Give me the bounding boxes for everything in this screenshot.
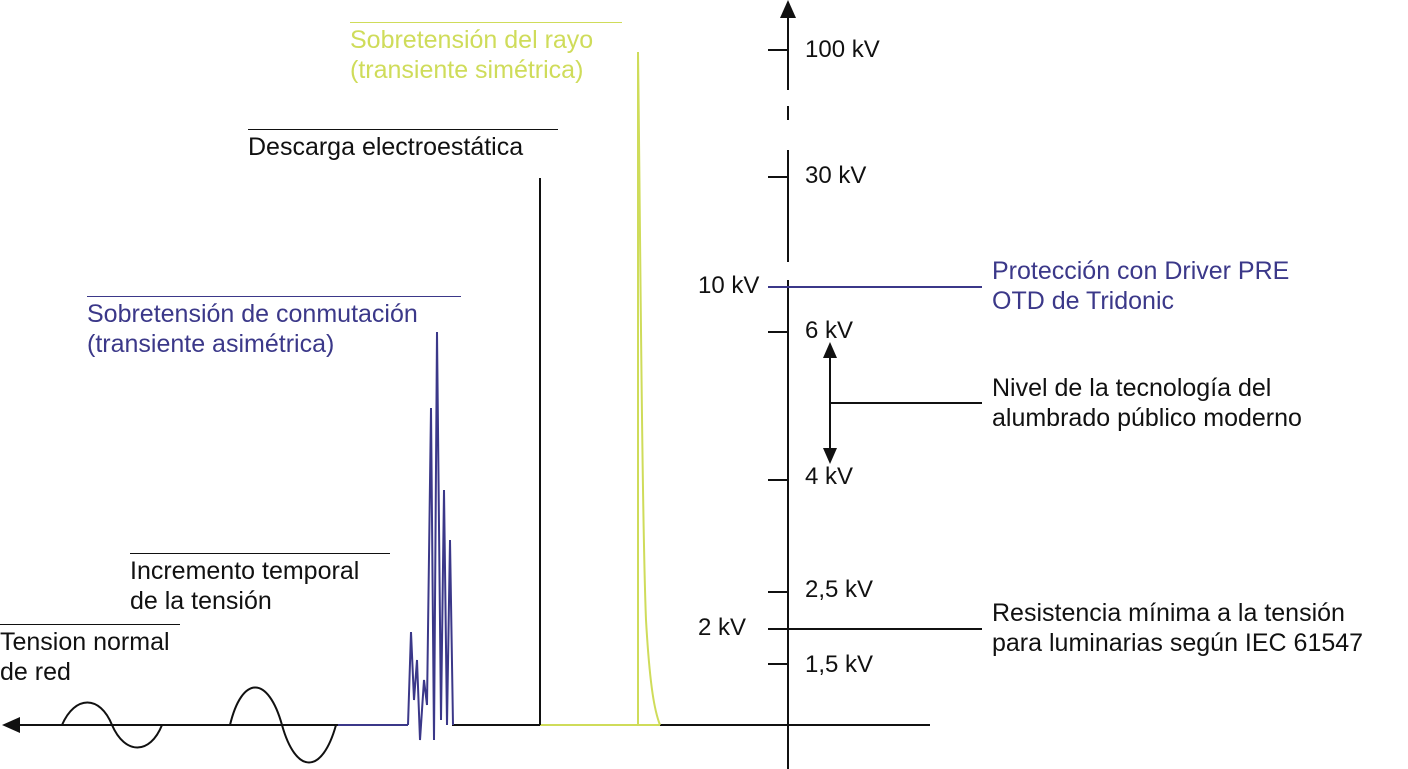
voltage-axis-arrow-head	[780, 0, 796, 18]
temporary-overvoltage-line1: Incremento temporal	[130, 557, 360, 585]
tick-label-2-5kv: 2,5 kV	[805, 576, 874, 603]
tick-label-6kv: 6 kV	[805, 317, 854, 344]
resistance-label: Resistencia mínima a la tensión para lum…	[992, 598, 1363, 658]
resistance-line2: para luminarias según IEC 61547	[992, 629, 1364, 657]
protection-line2: OTD de Tridonic	[992, 287, 1175, 315]
esd-line1: Descarga electroestática	[248, 133, 524, 161]
range-arrow-up	[823, 342, 837, 358]
normal-voltage-label: Tension normal de red	[0, 624, 180, 687]
protection-label: Protección con Driver PRE OTD de Tridoni…	[992, 256, 1289, 316]
street-lighting-line1: Nivel de la tecnología del	[992, 374, 1272, 402]
tick-label-2kv: 2 kV	[698, 614, 747, 641]
resistance-line1: Resistencia mínima a la tensión	[992, 599, 1345, 627]
baseline-arrow-head	[2, 717, 20, 733]
switching-transient-wave	[407, 331, 454, 741]
temporary-overvoltage-wave	[229, 686, 337, 764]
tick-label-1-5kv: 1,5 kV	[805, 651, 874, 678]
temporary-overvoltage-label: Incremento temporal de la tensión	[130, 553, 390, 616]
tick-label-30kv: 30 kV	[805, 162, 867, 189]
tick-label-4kv: 4 kV	[805, 463, 854, 490]
lightning-overvoltage-label: Sobretensión del rayo (transiente simétr…	[350, 22, 622, 85]
street-lighting-line2: alumbrado público moderno	[992, 404, 1302, 432]
normal-voltage-wave	[61, 701, 163, 749]
temporary-overvoltage-line2: de la tensión	[130, 587, 272, 615]
range-arrow-down	[823, 448, 837, 464]
switching-overvoltage-line2: (transiente asimétrica)	[87, 330, 335, 358]
street-lighting-label: Nivel de la tecnología del alumbrado púb…	[992, 373, 1302, 433]
lightning-overvoltage-line2: (transiente simétrica)	[350, 56, 584, 84]
switching-overvoltage-label: Sobretensión de conmutación (transiente …	[87, 296, 461, 359]
lightning-spike	[637, 51, 661, 726]
tick-label-100kv: 100 kV	[805, 36, 880, 63]
normal-voltage-line2: de red	[0, 658, 71, 686]
esd-label: Descarga electroestática	[248, 129, 558, 162]
switching-overvoltage-line1: Sobretensión de conmutación	[87, 300, 418, 328]
tick-label-10kv: 10 kV	[698, 272, 760, 299]
protection-line1: Protección con Driver PRE	[992, 257, 1290, 285]
lightning-overvoltage-line1: Sobretensión del rayo	[350, 26, 594, 54]
normal-voltage-line1: Tension normal	[0, 628, 170, 656]
